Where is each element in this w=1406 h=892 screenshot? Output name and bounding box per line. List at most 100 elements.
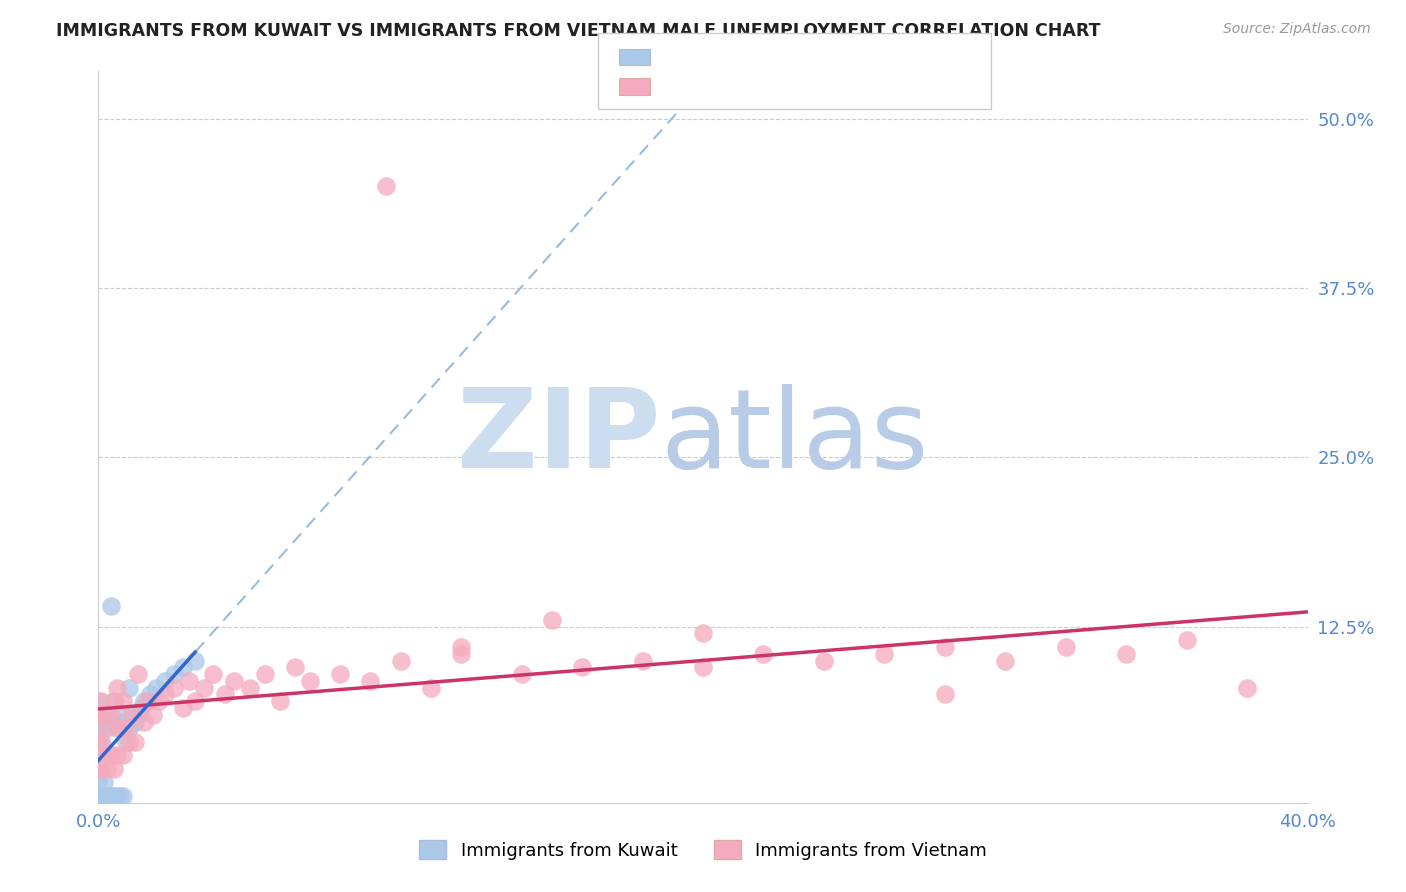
Point (90, 735, 112, 749)
Point (172, 660, 194, 674)
Point (163, 667, 186, 681)
Point (142, 707, 165, 722)
Point (752, 647, 775, 661)
Point (93, 748, 115, 763)
Point (132, 694, 155, 708)
Point (108, 707, 131, 722)
Text: 65: 65 (813, 76, 835, 94)
Point (96, 707, 118, 722)
Point (93, 775, 115, 789)
Point (114, 721, 136, 735)
Text: N =: N = (773, 46, 810, 64)
Text: 36: 36 (813, 46, 835, 64)
Point (93, 707, 115, 722)
Point (96, 789, 118, 803)
Point (105, 789, 128, 803)
Point (360, 673, 382, 688)
Point (127, 707, 149, 722)
Point (90, 735, 112, 749)
Point (87, 748, 110, 763)
Text: ZIP: ZIP (457, 384, 661, 491)
Text: atlas: atlas (661, 384, 929, 491)
Point (269, 694, 291, 708)
Point (571, 660, 593, 674)
Text: 0.296: 0.296 (706, 76, 758, 94)
Point (105, 748, 128, 763)
Point (118, 721, 141, 735)
Legend: Immigrants from Kuwait, Immigrants from Vietnam: Immigrants from Kuwait, Immigrants from … (412, 833, 994, 867)
Point (103, 789, 125, 803)
Point (111, 714, 134, 729)
Point (90, 762, 112, 776)
Point (105, 681, 128, 695)
Point (374, 179, 396, 194)
Point (450, 647, 472, 661)
Point (692, 660, 714, 674)
Point (994, 654, 1017, 668)
Point (153, 673, 176, 688)
Point (87, 721, 110, 735)
Point (145, 681, 167, 695)
Point (111, 748, 134, 763)
Point (1236, 681, 1258, 695)
Point (214, 688, 236, 702)
Point (105, 721, 128, 735)
Text: R =: R = (664, 46, 700, 64)
Point (87, 789, 110, 803)
Point (111, 694, 134, 708)
Point (87, 735, 110, 749)
Point (139, 688, 162, 702)
Point (329, 667, 352, 681)
Point (90, 694, 112, 708)
Point (87, 762, 110, 776)
Point (111, 789, 134, 803)
Point (184, 694, 207, 708)
Point (299, 673, 322, 688)
Point (87, 694, 110, 708)
Point (253, 667, 276, 681)
Text: 0.368: 0.368 (706, 46, 758, 64)
Point (224, 673, 246, 688)
Point (103, 694, 125, 708)
Point (389, 654, 412, 668)
Point (87, 762, 110, 776)
Point (100, 748, 122, 763)
Point (692, 626, 714, 640)
Text: R =: R = (664, 76, 700, 94)
Text: Source: ZipAtlas.com: Source: ZipAtlas.com (1223, 22, 1371, 37)
Point (179, 673, 201, 688)
Point (132, 714, 155, 729)
Point (510, 667, 533, 681)
Point (103, 694, 125, 708)
Point (135, 694, 157, 708)
Text: N =: N = (773, 76, 810, 94)
Point (87, 775, 110, 789)
Point (873, 647, 896, 661)
Point (450, 640, 472, 654)
Point (96, 762, 118, 776)
Point (420, 681, 443, 695)
Point (103, 762, 125, 776)
Point (87, 707, 110, 722)
Point (90, 789, 112, 803)
Point (193, 681, 215, 695)
Point (1175, 633, 1198, 648)
Point (100, 707, 122, 722)
Point (284, 660, 307, 674)
Point (100, 599, 122, 614)
Point (1115, 647, 1137, 661)
Point (124, 735, 146, 749)
Point (118, 735, 141, 749)
Point (121, 707, 143, 722)
Point (934, 688, 956, 702)
Point (108, 789, 131, 803)
Point (100, 789, 122, 803)
Point (172, 701, 194, 715)
Point (813, 654, 835, 668)
Point (108, 721, 131, 735)
Point (540, 613, 562, 627)
Point (202, 667, 225, 681)
Point (118, 681, 141, 695)
Point (631, 654, 654, 668)
Point (121, 707, 143, 722)
